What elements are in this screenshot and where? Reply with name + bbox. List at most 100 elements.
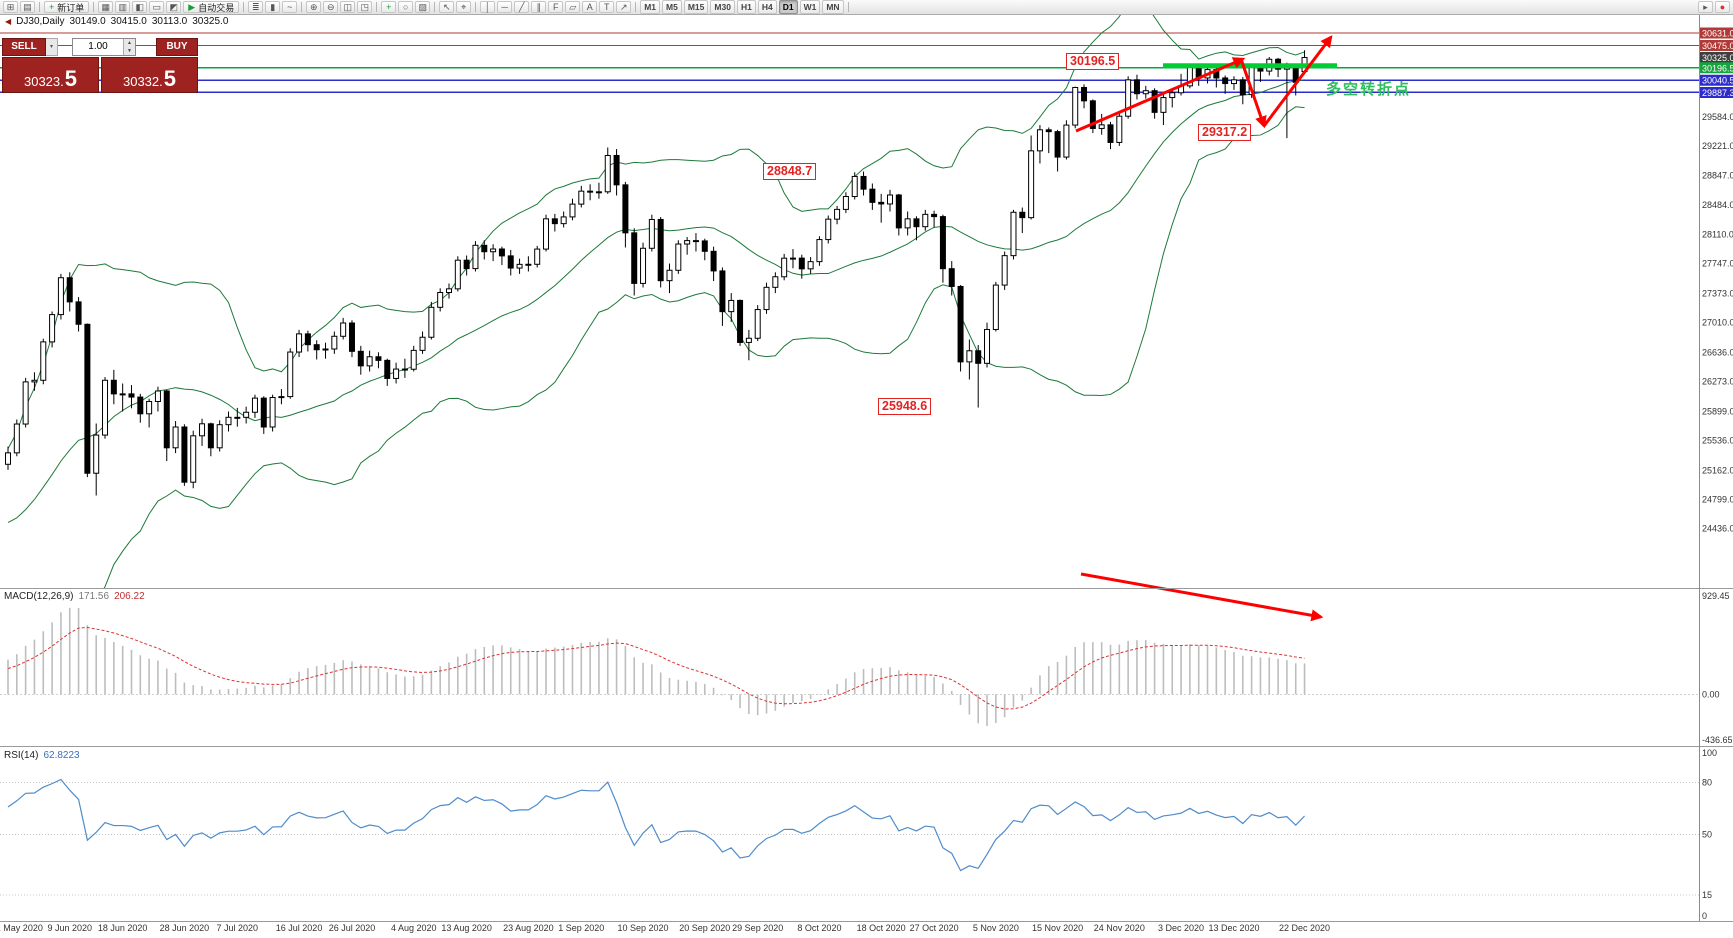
- svg-text:15 Nov 2020: 15 Nov 2020: [1032, 923, 1083, 933]
- zoom-out-icon: ⊖: [326, 2, 335, 12]
- candlestick-chart-icon[interactable]: ▮: [265, 1, 281, 13]
- horizontal-level-lines[interactable]: [0, 32, 1699, 94]
- timeframe-h4-button[interactable]: H4: [757, 0, 777, 14]
- chart-annotation-text[interactable]: 多空转折点: [1326, 81, 1412, 98]
- price-callout[interactable]: 28848.7: [763, 163, 817, 180]
- periods-icon[interactable]: ○: [398, 1, 414, 13]
- line-chart-icon[interactable]: ~: [282, 1, 298, 13]
- terminal-icon[interactable]: ▭: [149, 1, 165, 13]
- horizontal-line-icon[interactable]: ─: [497, 1, 513, 13]
- buy-price-button[interactable]: 30332. 5: [101, 57, 198, 93]
- svg-text:28 Jun 2020: 28 Jun 2020: [160, 923, 210, 933]
- svg-text:30475.0: 30475.0: [1702, 41, 1733, 51]
- chart-header: ◀ DJ30,Daily 30149.0 30415.0 30113.0 303…: [5, 16, 233, 27]
- volume-input[interactable]: 1.00: [88, 40, 108, 52]
- time-axis[interactable]: 31 May 2020 9 Jun 2020 18 Jun 2020 28 Jun 2…: [0, 923, 1330, 933]
- auto-trading-button[interactable]: ▶ 自动交易: [183, 1, 240, 13]
- svg-text:100: 100: [1702, 748, 1717, 758]
- trendline-icon[interactable]: ╱: [514, 1, 530, 13]
- crosshair-icon: ⌖: [461, 2, 467, 12]
- svg-text:25536.0: 25536.0: [1702, 436, 1733, 446]
- market-watch-icon: ▦: [101, 2, 111, 12]
- volume-up-button[interactable]: ▲: [124, 38, 135, 47]
- cursor-icon[interactable]: ↖: [439, 1, 455, 13]
- svg-text:30040.5: 30040.5: [1702, 76, 1733, 86]
- buy-button[interactable]: BUY: [156, 37, 198, 56]
- tile-windows-icon[interactable]: ◫: [340, 1, 356, 13]
- svg-text:3 Dec 2020: 3 Dec 2020: [1158, 923, 1204, 933]
- cursor-icon: ↖: [442, 2, 451, 12]
- sell-button[interactable]: SELL: [2, 37, 46, 56]
- volume-down-button[interactable]: ▼: [124, 46, 135, 55]
- svg-text:29 Sep 2020: 29 Sep 2020: [732, 923, 783, 933]
- timeframe-m15-button[interactable]: M15: [683, 0, 709, 14]
- svg-text:16 Jul 2020: 16 Jul 2020: [276, 923, 323, 933]
- terminal-icon: ▭: [152, 2, 162, 12]
- fibonacci-icon[interactable]: F: [548, 1, 564, 13]
- object-marker-icon: ◀: [5, 17, 12, 26]
- chart-close-value: 30325.0: [192, 16, 229, 27]
- bar-chart-icon: ≣: [251, 2, 260, 12]
- zoom-in-icon[interactable]: ⊕: [306, 1, 322, 13]
- data-window-icon[interactable]: ▥: [115, 1, 131, 13]
- channel-icon[interactable]: ∥: [531, 1, 547, 13]
- profiles-icon[interactable]: ▤: [20, 1, 35, 13]
- price-axis[interactable]: 29584.0 29221.0 28847.0 28484.0 28110.0 27747…: [1699, 14, 1733, 921]
- timeframe-d1-button[interactable]: D1: [778, 0, 798, 14]
- svg-text:8 Oct 2020: 8 Oct 2020: [797, 923, 841, 933]
- price-callout[interactable]: 29317.2: [1198, 124, 1252, 141]
- text-icon[interactable]: A: [582, 1, 598, 13]
- templates-icon: ▨: [418, 2, 427, 12]
- text-label-icon: T: [603, 2, 610, 12]
- text-label-icon[interactable]: T: [599, 1, 615, 13]
- candlestick-chart-icon: ▮: [270, 2, 276, 12]
- volume-dropdown-caret-icon[interactable]: ▾: [46, 37, 58, 56]
- toolbar-separator: [847, 2, 849, 12]
- timeframe-w1-button[interactable]: W1: [799, 0, 821, 14]
- vertical-line-icon[interactable]: │: [480, 1, 496, 13]
- shapes-icon: ▱: [569, 2, 577, 12]
- new-chart-icon: ⊞: [6, 2, 15, 12]
- svg-text:31 May 2020: 31 May 2020: [0, 923, 43, 933]
- buy-price-big-digit: 5: [163, 66, 176, 91]
- navigator-icon[interactable]: ◧: [132, 1, 148, 13]
- strategy-tester-icon[interactable]: ◩: [166, 1, 182, 13]
- navigator-icon: ◧: [135, 2, 145, 12]
- svg-text:18 Jun 2020: 18 Jun 2020: [98, 923, 148, 933]
- market-watch-icon[interactable]: ▦: [98, 1, 114, 13]
- svg-text:13 Dec 2020: 13 Dec 2020: [1208, 923, 1259, 933]
- templates-icon[interactable]: ▨: [415, 1, 431, 13]
- alerts-icon: ●: [1719, 2, 1726, 12]
- arrows-icon[interactable]: ↗: [616, 1, 632, 13]
- sell-price-button[interactable]: 30323. 5: [2, 57, 99, 93]
- chart-open-value: 30149.0: [69, 16, 106, 27]
- horizontal-line-icon: ─: [501, 2, 508, 12]
- timeframe-mn-button[interactable]: MN: [822, 0, 844, 14]
- timeframe-h1-button[interactable]: H1: [736, 0, 756, 14]
- new-order-button[interactable]: + 新订单: [44, 1, 90, 13]
- new-chart-icon[interactable]: ⊞: [3, 1, 18, 13]
- zoom-out-icon[interactable]: ⊖: [323, 1, 339, 13]
- svg-text:0.00: 0.00: [1702, 689, 1720, 699]
- svg-text:26636.0: 26636.0: [1702, 348, 1733, 358]
- timeframe-m30-button[interactable]: M30: [710, 0, 735, 14]
- svg-text:24436.0: 24436.0: [1702, 524, 1733, 534]
- chart-high-value: 30415.0: [110, 16, 147, 27]
- crosshair-icon[interactable]: ⌖: [456, 1, 472, 13]
- svg-text:50: 50: [1702, 830, 1712, 840]
- trend-arrows[interactable]: [1075, 35, 1333, 622]
- svg-text:26 Jul 2020: 26 Jul 2020: [329, 923, 376, 933]
- shapes-icon[interactable]: ▱: [565, 1, 581, 13]
- cascade-windows-icon[interactable]: ◳: [357, 1, 373, 13]
- bar-chart-icon[interactable]: ≣: [248, 1, 264, 13]
- chart-shift-icon[interactable]: ▸: [1698, 1, 1713, 13]
- timeframe-m5-button[interactable]: M5: [662, 0, 682, 14]
- price-callout[interactable]: 30196.5: [1066, 53, 1120, 70]
- indicators-icon[interactable]: +: [381, 1, 397, 13]
- timeframe-m1-button[interactable]: M1: [640, 0, 661, 14]
- vertical-line-icon: │: [484, 2, 491, 12]
- alerts-icon[interactable]: ●: [1715, 1, 1730, 13]
- macd-value: 171.56: [78, 591, 110, 602]
- price-callout[interactable]: 25948.6: [878, 398, 932, 415]
